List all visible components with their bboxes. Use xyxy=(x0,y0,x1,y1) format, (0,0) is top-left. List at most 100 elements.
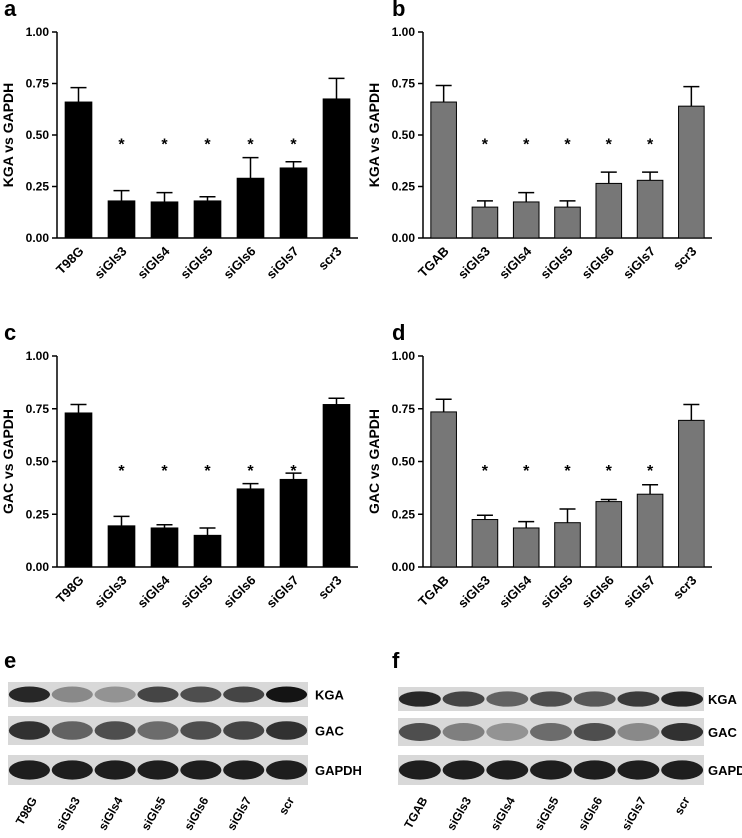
blot-band xyxy=(486,723,529,741)
bar xyxy=(636,179,664,239)
y-tick-label: 0.50 xyxy=(26,455,50,469)
significance: * xyxy=(118,463,125,480)
error-bar xyxy=(285,472,302,480)
blot-band xyxy=(137,721,179,740)
bar xyxy=(430,411,457,568)
lane-label: scr xyxy=(276,794,297,817)
x-tick-label: siGls3 xyxy=(455,573,493,611)
error-bar xyxy=(683,85,700,107)
blot-band xyxy=(442,760,485,780)
panel-label: c xyxy=(4,320,16,345)
bar xyxy=(678,105,705,239)
error-bar xyxy=(559,200,576,208)
error-bar xyxy=(328,397,345,405)
lane-label: T98G xyxy=(13,795,40,828)
error-bar xyxy=(242,482,259,489)
y-tick-label: 0.25 xyxy=(26,507,50,521)
error-bar xyxy=(242,156,259,179)
y-tick-label: 0.00 xyxy=(392,560,416,574)
x-tick-label: siGls7 xyxy=(263,244,301,282)
error-bar xyxy=(642,171,659,181)
y-tick-label: 0.00 xyxy=(26,231,50,245)
error-bar xyxy=(199,527,216,536)
bar xyxy=(512,527,540,568)
significance: * xyxy=(161,136,168,153)
y-tick-label: 0.25 xyxy=(392,507,416,521)
significance: * xyxy=(564,136,571,153)
blot-band xyxy=(8,721,50,740)
blot-band xyxy=(223,686,265,703)
significance: * xyxy=(118,136,125,153)
y-tick-label: 0.75 xyxy=(392,77,416,91)
blot-band xyxy=(94,686,136,703)
blot-band xyxy=(573,691,616,707)
blot-band xyxy=(573,723,616,741)
bar xyxy=(471,519,499,568)
bar xyxy=(430,101,457,239)
error-bar xyxy=(199,196,216,201)
x-tick-label: siGls6 xyxy=(220,573,258,611)
significance: * xyxy=(647,136,654,153)
x-tick-label: siGls6 xyxy=(220,244,258,282)
bar xyxy=(512,201,540,239)
significance: * xyxy=(606,463,613,480)
x-tick-label: TGAB xyxy=(415,244,452,281)
x-tick-label: siGls4 xyxy=(496,243,535,282)
blot-band xyxy=(51,721,93,740)
bar xyxy=(322,98,351,239)
panel-label: f xyxy=(392,648,400,673)
blot-band xyxy=(266,686,308,703)
x-tick-label: siGls6 xyxy=(579,244,617,282)
x-tick-label: siGls7 xyxy=(620,244,658,282)
y-axis-label: GAC vs GAPDH xyxy=(366,409,382,514)
x-tick-label: siGls3 xyxy=(455,244,493,282)
x-tick-label: siGls7 xyxy=(263,573,301,611)
x-tick-label: siGls5 xyxy=(537,573,575,611)
bar xyxy=(595,501,623,568)
y-tick-label: 0.75 xyxy=(392,402,416,416)
bar xyxy=(595,182,623,239)
bar xyxy=(107,525,136,568)
y-tick-label: 0.00 xyxy=(392,231,416,245)
x-tick-label: siGls5 xyxy=(177,244,215,282)
bar xyxy=(322,404,351,568)
panel-label: e xyxy=(4,648,16,673)
error-bar xyxy=(642,483,659,495)
significance: * xyxy=(204,463,211,480)
y-axis-label: KGA vs GAPDH xyxy=(0,83,16,188)
error-bar xyxy=(113,189,130,201)
y-tick-label: 0.25 xyxy=(392,180,416,194)
error-bar xyxy=(113,515,130,526)
blot-band xyxy=(137,686,179,703)
row-label: GAC xyxy=(315,724,345,739)
error-bar xyxy=(600,171,617,184)
y-tick-label: 1.00 xyxy=(392,349,416,363)
y-tick-label: 0.50 xyxy=(392,128,416,142)
y-tick-label: 1.00 xyxy=(392,25,416,39)
blot-band xyxy=(486,691,529,707)
blot-band xyxy=(530,760,572,780)
blot-band xyxy=(266,721,308,740)
error-bar xyxy=(476,200,493,208)
bar xyxy=(279,167,308,239)
panel-label: b xyxy=(392,0,405,21)
blot-band xyxy=(442,723,485,741)
y-axis-label: KGA vs GAPDH xyxy=(366,83,382,188)
significance: * xyxy=(647,463,654,480)
significance: * xyxy=(247,136,254,153)
y-axis-label: GAC vs GAPDH xyxy=(0,409,16,514)
bar xyxy=(64,412,93,568)
lane-label: scr xyxy=(672,794,693,817)
row-label: GAPDH xyxy=(315,763,362,778)
blot-band xyxy=(617,723,660,741)
y-tick-label: 0.75 xyxy=(26,77,50,91)
blot-band xyxy=(266,760,308,780)
blot-band xyxy=(398,691,441,707)
y-tick-label: 0.75 xyxy=(26,402,50,416)
lane-label: siGls4 xyxy=(96,794,126,832)
bar xyxy=(150,527,179,568)
x-tick-label: scr3 xyxy=(670,244,700,274)
x-tick-label: siGls3 xyxy=(91,244,129,282)
y-tick-label: 0.50 xyxy=(26,128,50,142)
error-bar xyxy=(559,508,576,523)
